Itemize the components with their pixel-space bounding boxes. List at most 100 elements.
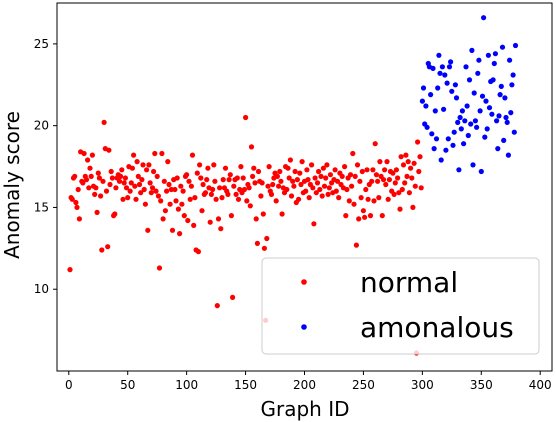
normal-point	[210, 186, 216, 193]
anomalous-point	[498, 83, 504, 89]
anomalous-point	[441, 106, 447, 112]
normal-point	[244, 198, 250, 204]
y-tick-label: 15	[34, 200, 49, 214]
normal-point	[352, 173, 358, 179]
normal-point	[278, 178, 284, 184]
anomalous-point	[495, 146, 501, 152]
normal-point	[197, 162, 203, 168]
legend-label: normal	[360, 266, 458, 299]
normal-point	[235, 196, 242, 202]
anomalous-point	[446, 64, 453, 70]
normal-point	[369, 178, 375, 184]
normal-point	[375, 178, 381, 184]
normal-point	[204, 177, 210, 183]
x-tick-label: 300	[411, 378, 434, 392]
normal-point	[360, 208, 366, 214]
anomalous-point	[464, 103, 470, 109]
normal-point	[286, 175, 292, 181]
normal-point	[343, 213, 349, 219]
normal-point	[240, 175, 246, 181]
anomalous-point	[491, 60, 497, 67]
normal-point	[167, 201, 173, 207]
anomalous-point	[469, 47, 475, 54]
normal-point	[362, 214, 368, 220]
anomalous-point	[461, 141, 467, 147]
normal-point	[107, 181, 113, 188]
normal-point	[418, 185, 424, 191]
normal-point	[208, 191, 214, 197]
y-tick-label: 20	[34, 119, 49, 133]
normal-point	[316, 168, 322, 175]
anomalous-point	[449, 88, 455, 94]
anomalous-point	[483, 98, 489, 104]
normal-point	[416, 168, 422, 175]
normal-point	[347, 172, 354, 178]
normal-point	[121, 180, 127, 186]
normal-point	[160, 216, 166, 222]
normal-point	[156, 265, 163, 271]
normal-point	[173, 198, 179, 204]
anomalous-point	[455, 119, 461, 125]
anomalous-point	[463, 64, 469, 70]
anomalous-point	[451, 129, 457, 135]
normal-point	[151, 168, 157, 175]
normal-point	[225, 191, 231, 197]
normal-point	[317, 186, 323, 193]
normal-point	[243, 114, 249, 121]
anomalous-point	[503, 114, 509, 121]
normal-point	[393, 167, 399, 173]
normal-point	[75, 186, 81, 193]
normal-point	[321, 183, 328, 189]
normal-point	[200, 181, 206, 188]
normal-point	[306, 195, 312, 201]
normal-point	[380, 177, 387, 183]
normal-point	[284, 186, 290, 193]
normal-point	[127, 188, 133, 194]
anomalous-point	[482, 134, 488, 140]
points-layer	[67, 15, 519, 356]
normal-point	[324, 162, 330, 168]
normal-point	[134, 159, 140, 165]
normal-point	[404, 173, 410, 179]
normal-point	[304, 167, 310, 173]
normal-point	[411, 160, 417, 166]
x-tick-label: 100	[175, 378, 198, 392]
anomalous-point	[437, 70, 443, 76]
normal-point	[391, 191, 397, 197]
normal-point	[385, 196, 391, 202]
normal-point	[138, 190, 144, 196]
anomalous-point	[512, 42, 519, 49]
normal-point	[87, 165, 93, 171]
anomalous-point	[431, 146, 437, 152]
normal-point	[333, 188, 339, 194]
normal-point	[327, 172, 333, 178]
anomalous-point	[457, 114, 463, 121]
normal-point	[166, 181, 172, 188]
anomalous-point	[489, 111, 495, 117]
normal-point	[258, 193, 264, 199]
normal-point	[184, 172, 190, 178]
normal-point	[402, 180, 408, 186]
normal-point	[131, 152, 137, 158]
anomalous-point	[456, 167, 462, 173]
normal-point	[177, 231, 183, 237]
normal-point	[187, 196, 193, 202]
normal-point	[298, 181, 304, 188]
x-tick-label: 250	[352, 378, 375, 392]
anomalous-point	[472, 118, 478, 124]
normal-point	[255, 168, 262, 175]
normal-point	[349, 183, 355, 189]
normal-point	[81, 150, 87, 157]
anomalous-point	[458, 126, 464, 132]
normal-point	[311, 221, 317, 227]
anomalous-point	[471, 90, 477, 96]
normal-point	[215, 216, 222, 222]
axes-layer: 0 50 100 150 200 250 300 350 400 10 15 20 25	[34, 2, 553, 392]
normal-point	[296, 196, 302, 202]
normal-point	[128, 180, 134, 186]
anomalous-point	[504, 119, 510, 125]
normal-point	[313, 190, 319, 196]
legend: normal amonalous	[261, 257, 540, 355]
normal-point	[346, 198, 352, 204]
anomalous-point	[459, 108, 465, 114]
